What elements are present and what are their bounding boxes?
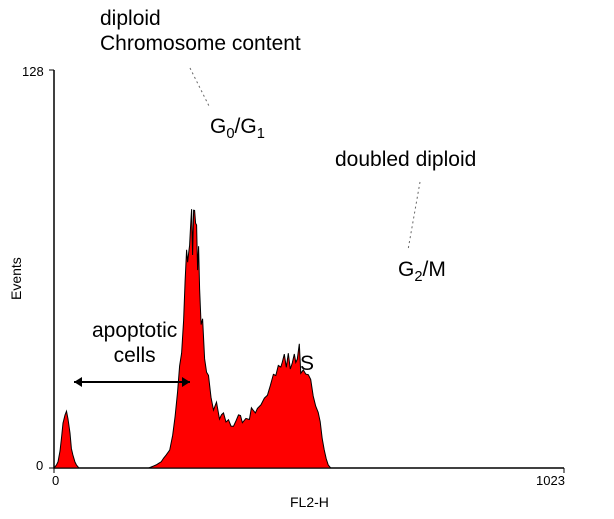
chart-container: diploid Chromosome content G0/G1 doubled… (0, 0, 614, 519)
x-tick-min: 0 (52, 473, 59, 488)
x-axis-title: FL2-H (290, 494, 329, 510)
y-tick-min: 0 (36, 458, 43, 473)
x-tick-max: 1023 (536, 473, 565, 488)
y-axis-title: Events (8, 257, 24, 300)
y-tick-max: 128 (22, 64, 44, 79)
histogram-plot (0, 0, 614, 519)
